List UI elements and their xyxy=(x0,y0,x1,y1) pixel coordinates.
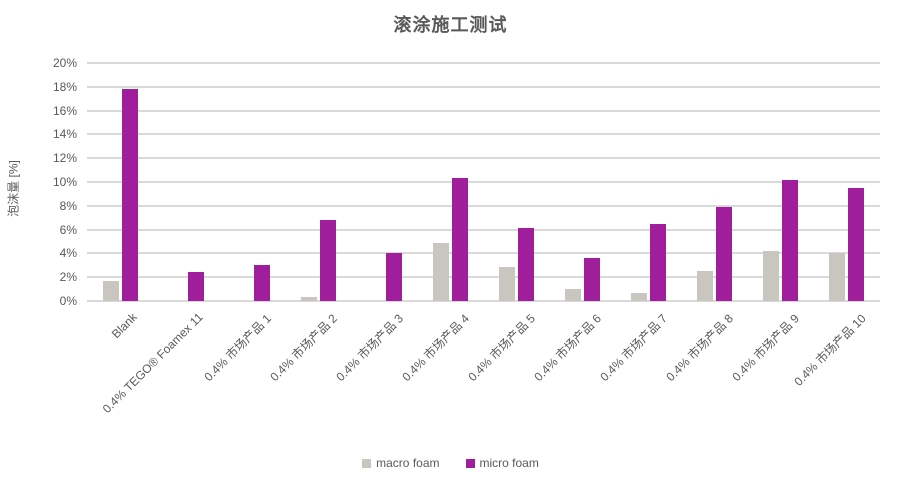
bar-micro-foam-4 xyxy=(385,253,402,301)
bar-micro-foam-7 xyxy=(584,258,601,301)
x-tick-9: 0.4% 市场产品 8 xyxy=(663,311,737,385)
gridline-6 xyxy=(87,228,880,231)
bar-group-11 xyxy=(814,63,880,301)
x-tick-2: 0.4% 市场产品 1 xyxy=(200,311,274,385)
bar-macro-foam-9 xyxy=(697,271,714,301)
bar-group-3 xyxy=(285,63,351,301)
x-tick-0: Blank xyxy=(108,310,140,342)
y-tick-16: 16% xyxy=(52,103,77,118)
y-tick-14: 14% xyxy=(52,127,77,142)
bar-group-1 xyxy=(153,63,219,301)
chart-legend: macro foam micro foam xyxy=(0,456,901,470)
bar-macro-foam-6 xyxy=(499,266,516,301)
x-tick-8: 0.4% 市场产品 7 xyxy=(597,311,671,385)
y-tick-2: 2% xyxy=(59,270,77,285)
micro-foam-swatch-icon xyxy=(465,458,475,468)
y-tick-12: 12% xyxy=(52,151,77,166)
y-tick-6: 6% xyxy=(59,222,77,237)
bar-group-0 xyxy=(87,63,153,301)
legend-label-macro-foam: macro foam xyxy=(376,456,440,470)
bar-micro-foam-1 xyxy=(187,272,204,301)
bar-group-2 xyxy=(219,63,285,301)
x-tick-10: 0.4% 市场产品 9 xyxy=(729,311,803,385)
bar-group-7 xyxy=(550,63,616,301)
y-tick-8: 8% xyxy=(59,198,77,213)
x-tick-5: 0.4% 市场产品 4 xyxy=(399,311,472,385)
bar-macro-foam-3 xyxy=(300,297,317,301)
x-tick-3: 0.4% 市场产品 2 xyxy=(266,311,340,385)
bar-micro-foam-6 xyxy=(518,228,535,301)
y-tick-18: 18% xyxy=(52,79,77,94)
y-tick-0: 0% xyxy=(59,294,77,308)
bar-macro-foam-10 xyxy=(763,251,780,301)
bar-macro-foam-5 xyxy=(432,242,449,301)
x-tick-6: 0.4% 市场产品 5 xyxy=(465,311,538,385)
bar-macro-foam-11 xyxy=(829,253,846,301)
y-tick-20: 20% xyxy=(52,56,77,70)
x-tick-4: 0.4% 市场产品 3 xyxy=(333,311,406,385)
bar-macro-foam-0 xyxy=(102,280,119,301)
bar-micro-foam-10 xyxy=(782,179,799,301)
bar-macro-foam-8 xyxy=(631,292,648,301)
bar-group-9 xyxy=(682,63,748,301)
x-tick-7: 0.4% 市场产品 6 xyxy=(531,311,604,385)
gridline-14 xyxy=(87,133,880,136)
gridline-4 xyxy=(87,252,880,255)
gridline-20 xyxy=(87,62,880,64)
bar-group-5 xyxy=(417,63,483,301)
bar-group-4 xyxy=(351,63,417,301)
bar-micro-foam-11 xyxy=(848,187,865,301)
gridline-8 xyxy=(87,204,880,207)
legend-item-micro-foam: micro foam xyxy=(465,456,539,470)
gridline-0 xyxy=(87,300,880,302)
chart-title: 滚涂施工测试 xyxy=(393,15,508,35)
bar-micro-foam-9 xyxy=(716,207,733,301)
macro-foam-swatch-icon xyxy=(362,458,372,468)
y-tick-10: 10% xyxy=(52,175,77,189)
bar-group-6 xyxy=(484,63,550,301)
y-tick-4: 4% xyxy=(59,246,77,261)
gridline-18 xyxy=(87,85,880,88)
plot-area xyxy=(87,62,880,302)
y-axis-title: 泡沫量 [%] xyxy=(6,160,21,217)
bar-macro-foam-7 xyxy=(565,289,582,301)
legend-label-micro-foam: micro foam xyxy=(479,456,539,470)
bar-group-10 xyxy=(748,63,814,301)
bar-micro-foam-3 xyxy=(319,220,336,301)
gridline-2 xyxy=(87,276,880,279)
gridline-12 xyxy=(87,157,880,160)
bar-micro-foam-5 xyxy=(451,178,468,301)
gridline-16 xyxy=(87,109,880,112)
bar-group-8 xyxy=(616,63,682,301)
bar-micro-foam-0 xyxy=(121,89,138,301)
gridline-10 xyxy=(87,181,880,183)
legend-item-macro-foam: macro foam xyxy=(362,456,440,470)
bar-micro-foam-8 xyxy=(650,223,667,301)
bar-micro-foam-2 xyxy=(253,265,270,301)
